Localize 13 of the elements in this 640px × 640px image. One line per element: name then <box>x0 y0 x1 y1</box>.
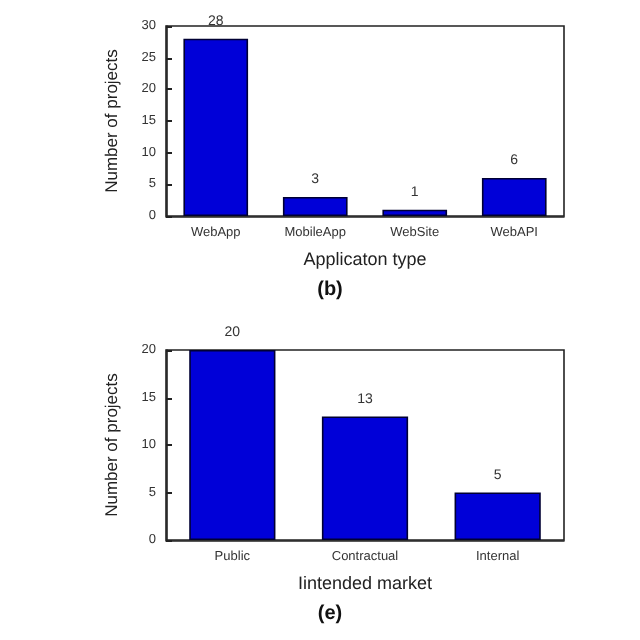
text: (e) <box>317 603 343 625</box>
bar <box>454 492 541 540</box>
x-axis-title: Applicaton type <box>303 249 427 269</box>
text: (b) <box>317 279 343 301</box>
bar <box>382 209 448 216</box>
y-axis-title: Number of projects <box>100 373 121 517</box>
x-axis-title: Iintended market <box>297 573 434 593</box>
bar <box>189 350 276 540</box>
bar <box>282 197 348 216</box>
bar <box>481 178 547 216</box>
bar <box>321 416 409 540</box>
bar <box>183 38 249 216</box>
y-axis-title: Number of projects <box>100 49 121 193</box>
